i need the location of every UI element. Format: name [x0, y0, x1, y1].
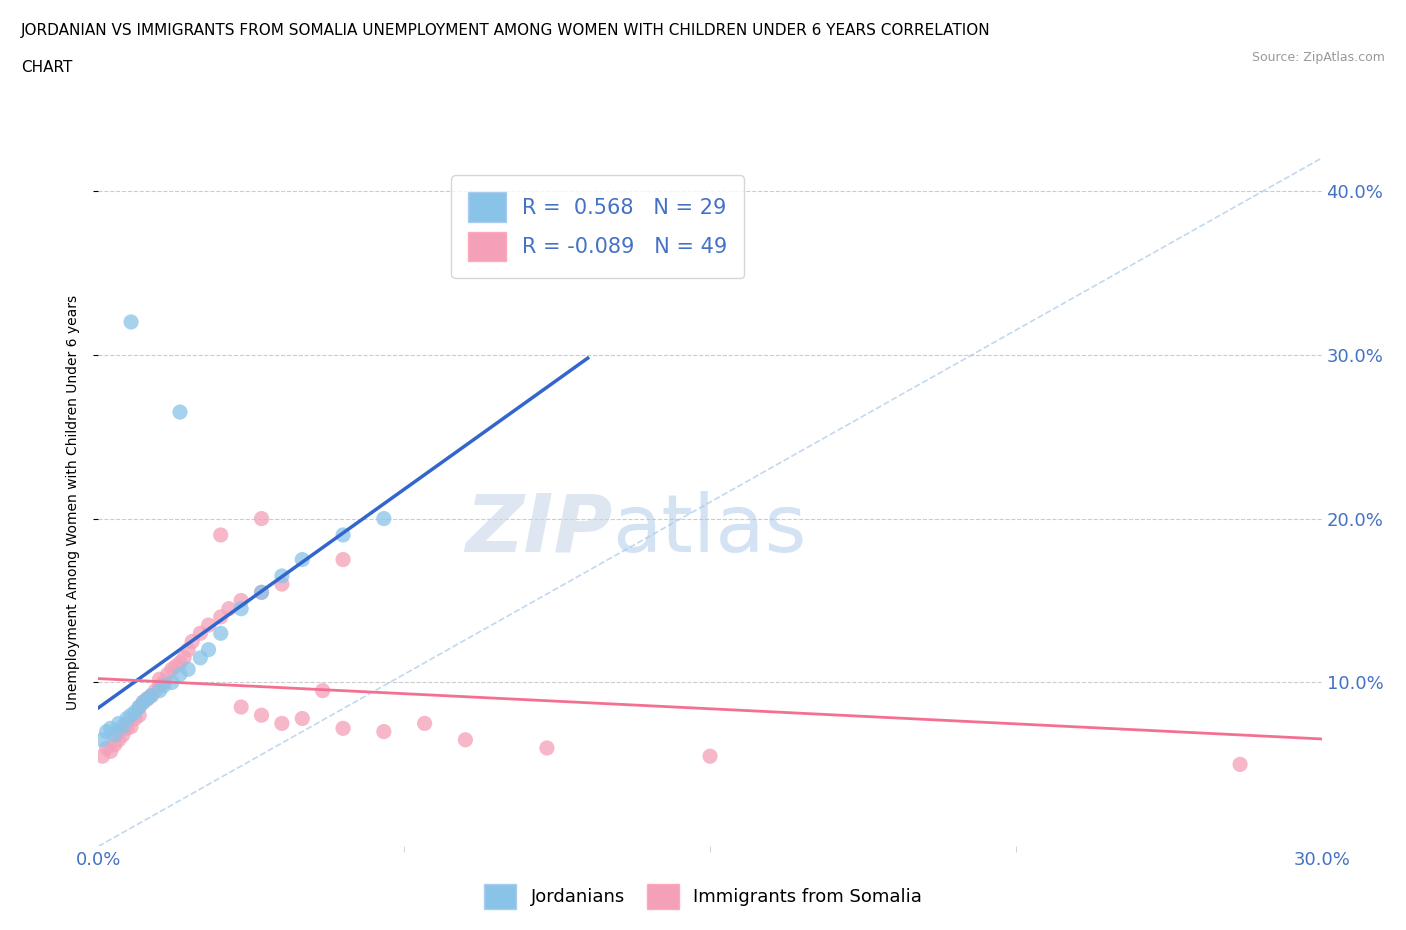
Point: [454, 732, 477, 747]
Point: [332, 721, 354, 736]
Point: [108, 732, 131, 747]
Legend: R =  0.568   N = 29, R = -0.089   N = 49: R = 0.568 N = 29, R = -0.089 N = 49: [451, 176, 744, 278]
Point: [132, 695, 155, 710]
Legend: Jordanians, Immigrants from Somalia: Jordanians, Immigrants from Somalia: [477, 876, 929, 916]
Point: [312, 684, 335, 698]
Point: [181, 634, 204, 649]
Point: [373, 724, 395, 739]
Point: [111, 727, 134, 742]
Point: [250, 585, 273, 600]
Point: [209, 527, 232, 542]
Point: [231, 593, 253, 608]
Point: [96, 740, 118, 755]
Point: [120, 719, 142, 734]
Point: [156, 667, 179, 682]
Point: [177, 662, 200, 677]
Point: [100, 744, 122, 759]
Point: [373, 512, 395, 526]
Point: [177, 643, 200, 658]
Point: [413, 716, 436, 731]
Point: [270, 568, 294, 583]
Point: [332, 552, 354, 567]
Point: [149, 684, 172, 698]
Text: CHART: CHART: [21, 60, 73, 75]
Point: [115, 716, 138, 731]
Text: atlas: atlas: [612, 491, 807, 569]
Point: [165, 658, 187, 673]
Point: [231, 602, 253, 617]
Point: [169, 656, 191, 671]
Point: [108, 724, 131, 739]
Point: [145, 684, 167, 698]
Point: [96, 724, 118, 739]
Point: [120, 708, 142, 723]
Point: [173, 650, 195, 665]
Point: [91, 732, 114, 747]
Point: [291, 711, 314, 726]
Point: [111, 719, 134, 734]
Point: [188, 650, 212, 665]
Point: [1229, 757, 1251, 772]
Point: [160, 662, 183, 677]
Point: [128, 708, 150, 723]
Text: ZIP: ZIP: [465, 491, 612, 569]
Text: Source: ZipAtlas.com: Source: ZipAtlas.com: [1251, 51, 1385, 64]
Point: [209, 609, 232, 624]
Point: [270, 577, 294, 591]
Point: [152, 678, 174, 693]
Point: [152, 675, 174, 690]
Point: [104, 737, 127, 752]
Point: [91, 749, 114, 764]
Point: [141, 688, 163, 703]
Point: [149, 671, 172, 686]
Point: [188, 626, 212, 641]
Point: [218, 602, 240, 617]
Point: [250, 512, 273, 526]
Point: [136, 691, 159, 706]
Point: [115, 711, 138, 726]
Point: [197, 618, 219, 632]
Point: [108, 716, 131, 731]
Point: [231, 699, 253, 714]
Point: [270, 716, 294, 731]
Point: [169, 405, 191, 419]
Point: [124, 711, 146, 726]
Point: [128, 699, 150, 714]
Point: [291, 552, 314, 567]
Text: JORDANIAN VS IMMIGRANTS FROM SOMALIA UNEMPLOYMENT AMONG WOMEN WITH CHILDREN UNDE: JORDANIAN VS IMMIGRANTS FROM SOMALIA UNE…: [21, 23, 991, 38]
Point: [169, 667, 191, 682]
Point: [160, 675, 183, 690]
Point: [115, 721, 138, 736]
Point: [128, 699, 150, 714]
Point: [124, 705, 146, 720]
Point: [250, 585, 273, 600]
Point: [132, 695, 155, 710]
Point: [536, 740, 558, 755]
Point: [141, 688, 163, 703]
Point: [149, 678, 172, 693]
Point: [100, 721, 122, 736]
Point: [699, 749, 721, 764]
Point: [250, 708, 273, 723]
Y-axis label: Unemployment Among Women with Children Under 6 years: Unemployment Among Women with Children U…: [66, 295, 80, 710]
Point: [136, 691, 159, 706]
Point: [332, 527, 354, 542]
Point: [197, 643, 219, 658]
Point: [104, 727, 127, 742]
Point: [120, 314, 142, 329]
Point: [209, 626, 232, 641]
